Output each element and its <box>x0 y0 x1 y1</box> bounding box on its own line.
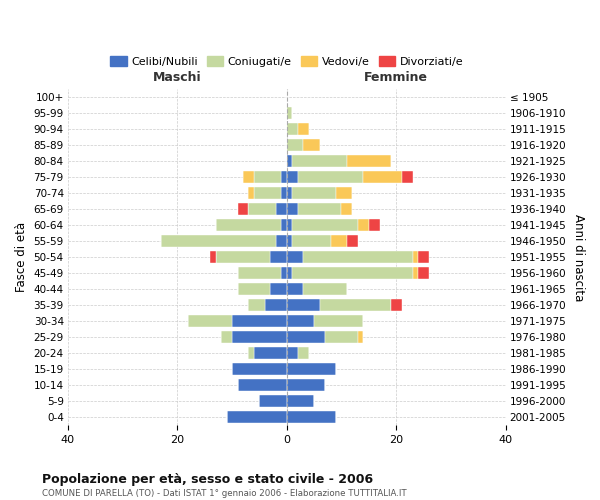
Bar <box>254 188 281 200</box>
Bar <box>292 156 347 168</box>
Bar <box>210 252 215 264</box>
Bar <box>287 156 292 168</box>
Bar <box>254 348 287 360</box>
Bar <box>369 220 380 232</box>
Bar <box>287 236 292 248</box>
Bar <box>287 300 320 312</box>
Bar <box>221 332 232 344</box>
Bar <box>248 300 265 312</box>
Bar <box>298 124 308 136</box>
Text: Femmine: Femmine <box>364 71 428 84</box>
Bar <box>331 236 347 248</box>
Bar <box>336 188 352 200</box>
Bar <box>248 188 254 200</box>
Bar <box>287 412 336 424</box>
Bar <box>281 220 287 232</box>
Bar <box>161 236 276 248</box>
Bar <box>347 236 358 248</box>
Bar <box>287 172 298 183</box>
Y-axis label: Anni di nascita: Anni di nascita <box>572 214 585 301</box>
Bar <box>238 268 281 280</box>
Bar <box>287 284 303 296</box>
Bar <box>271 284 287 296</box>
Y-axis label: Fasce di età: Fasce di età <box>15 222 28 292</box>
Bar <box>227 412 287 424</box>
Bar <box>298 204 341 216</box>
Bar <box>358 332 364 344</box>
Bar <box>401 172 413 183</box>
Bar <box>238 380 287 392</box>
Bar <box>287 396 314 407</box>
Bar <box>287 108 292 120</box>
Bar <box>232 316 287 328</box>
Bar <box>314 316 364 328</box>
Bar <box>232 364 287 376</box>
Bar <box>391 300 401 312</box>
Bar <box>292 188 336 200</box>
Bar <box>413 252 418 264</box>
Bar <box>298 172 364 183</box>
Text: Popolazione per età, sesso e stato civile - 2006: Popolazione per età, sesso e stato civil… <box>42 472 373 486</box>
Bar <box>358 220 369 232</box>
Text: Maschi: Maschi <box>153 71 202 84</box>
Bar <box>303 140 320 151</box>
Bar <box>281 268 287 280</box>
Bar <box>287 252 303 264</box>
Bar <box>287 204 298 216</box>
Bar <box>287 364 336 376</box>
Bar <box>232 332 287 344</box>
Bar <box>238 284 271 296</box>
Bar <box>287 316 314 328</box>
Bar <box>248 204 276 216</box>
Bar <box>287 220 292 232</box>
Bar <box>238 204 248 216</box>
Bar <box>292 268 413 280</box>
Bar <box>243 172 254 183</box>
Bar <box>413 268 418 280</box>
Text: COMUNE DI PARELLA (TO) - Dati ISTAT 1° gennaio 2006 - Elaborazione TUTTITALIA.IT: COMUNE DI PARELLA (TO) - Dati ISTAT 1° g… <box>42 489 407 498</box>
Bar <box>287 348 298 360</box>
Bar <box>188 316 232 328</box>
Bar <box>215 220 281 232</box>
Bar <box>265 300 287 312</box>
Bar <box>287 124 298 136</box>
Bar <box>287 268 292 280</box>
Bar <box>281 172 287 183</box>
Bar <box>303 284 347 296</box>
Bar <box>248 348 254 360</box>
Bar <box>303 252 413 264</box>
Bar <box>287 188 292 200</box>
Bar <box>287 140 303 151</box>
Bar <box>215 252 271 264</box>
Bar <box>418 268 429 280</box>
Bar <box>276 204 287 216</box>
Bar <box>292 236 331 248</box>
Bar <box>287 380 325 392</box>
Bar <box>254 172 281 183</box>
Bar <box>325 332 358 344</box>
Bar <box>341 204 352 216</box>
Legend: Celibi/Nubili, Coniugati/e, Vedovi/e, Divorziati/e: Celibi/Nubili, Coniugati/e, Vedovi/e, Di… <box>106 52 468 71</box>
Bar <box>347 156 391 168</box>
Bar <box>320 300 391 312</box>
Bar <box>281 188 287 200</box>
Bar <box>287 332 325 344</box>
Bar <box>418 252 429 264</box>
Bar <box>298 348 308 360</box>
Bar <box>364 172 401 183</box>
Bar <box>276 236 287 248</box>
Bar <box>271 252 287 264</box>
Bar <box>292 220 358 232</box>
Bar <box>259 396 287 407</box>
